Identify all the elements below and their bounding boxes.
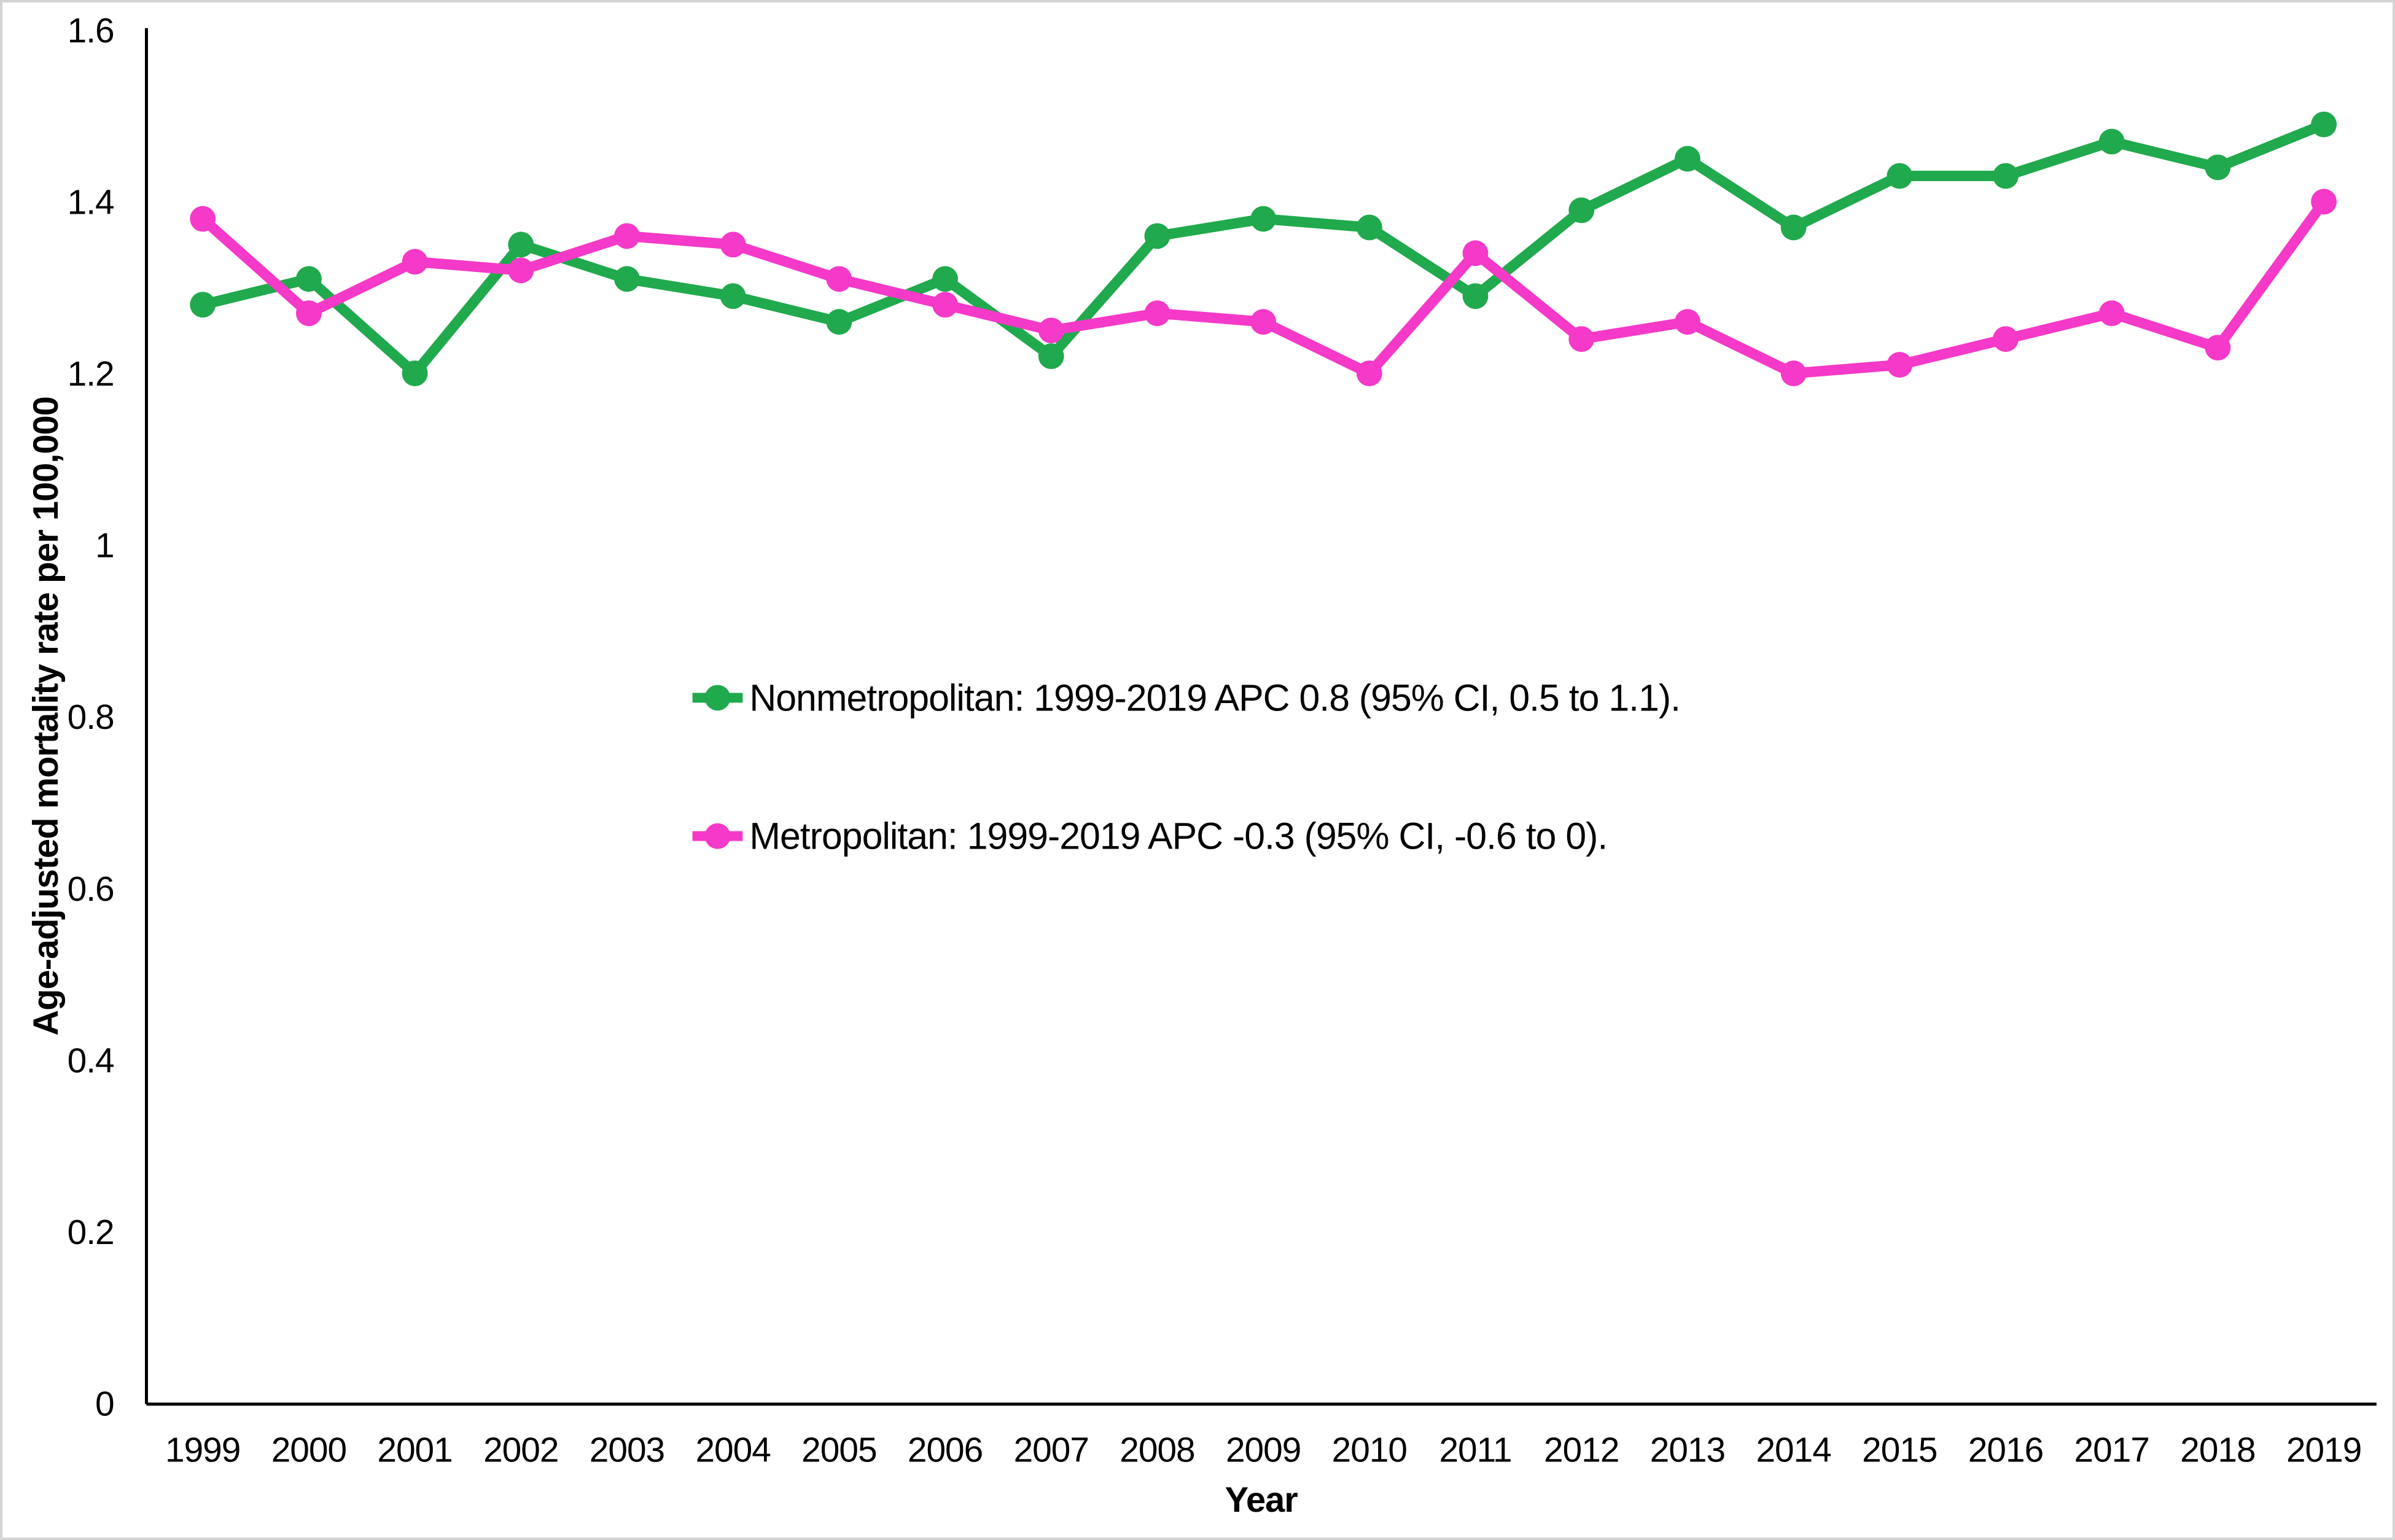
x-tick-label: 2005 xyxy=(801,1431,876,1469)
y-axis-tick-labels: 0 0.2 0.4 0.6 0.8 1 1.2 1.4 1.6 xyxy=(68,12,115,1424)
metropolitan-legend-marker-icon xyxy=(704,823,731,849)
metropolitan-point-2011 xyxy=(1462,240,1489,266)
x-axis-tick-labels: 1999 2000 2001 2002 2003 2004 2005 2006 2007 2008… xyxy=(165,1431,2362,1469)
x-tick-label: 2015 xyxy=(1862,1431,1937,1469)
metropolitan-point-2009 xyxy=(1250,309,1277,335)
nonmetropolitan-point-2013 xyxy=(1675,146,1700,172)
nonmetropolitan-point-2016 xyxy=(1993,163,2019,189)
y-axis-title: Age-adjusted mortality rate per 100,000 xyxy=(26,397,66,1035)
nonmetropolitan-point-2012 xyxy=(1568,197,1595,224)
y-tick-label: 0.6 xyxy=(68,870,114,909)
y-tick-label: 0.8 xyxy=(68,698,114,737)
nonmetropolitan-point-1999 xyxy=(190,292,216,318)
metropolitan-point-2007 xyxy=(1038,317,1064,344)
metropolitan-point-2018 xyxy=(2205,335,2231,361)
nonmetropolitan-point-2000 xyxy=(295,266,322,292)
metropolitan-point-2013 xyxy=(1675,309,1700,335)
x-tick-label: 2001 xyxy=(377,1431,452,1469)
x-tick-label: 2006 xyxy=(908,1431,983,1469)
x-tick-label: 2018 xyxy=(2180,1431,2255,1469)
metropolitan-point-2012 xyxy=(1568,326,1595,352)
x-tick-label: 2014 xyxy=(1756,1431,1831,1469)
metropolitan-point-2016 xyxy=(1993,326,2019,352)
legend-label-metropolitan: Metropolitan: 1999-2019 APC -0.3 (95% CI… xyxy=(749,815,1607,857)
series-lines xyxy=(190,111,2337,386)
metropolitan-point-2008 xyxy=(1144,300,1170,327)
x-axis-title: Year xyxy=(1225,1480,1298,1520)
x-tick-label: 2019 xyxy=(2286,1431,2361,1469)
nonmetropolitan-point-2007 xyxy=(1038,343,1064,370)
y-tick-label: 1.4 xyxy=(68,183,114,222)
x-tick-label: 2009 xyxy=(1226,1431,1301,1469)
x-tick-label: 2017 xyxy=(2074,1431,2149,1469)
metropolitan-point-2019 xyxy=(2311,189,2337,215)
nonmetropolitan-point-2008 xyxy=(1144,223,1170,249)
metropolitan-point-2002 xyxy=(508,257,534,284)
y-tick-label: 0 xyxy=(95,1385,114,1424)
nonmetropolitan-point-2003 xyxy=(614,266,640,292)
x-tick-label: 2011 xyxy=(1439,1431,1511,1469)
x-tick-label: 2002 xyxy=(483,1431,558,1469)
x-tick-label: 2013 xyxy=(1650,1431,1725,1469)
legend-entry-metropolitan: Metropolitan: 1999-2019 APC -0.3 (95% CI… xyxy=(692,815,1608,857)
y-tick-label: 1 xyxy=(95,527,114,566)
metropolitan-point-2001 xyxy=(402,249,428,275)
y-tick-label: 0.2 xyxy=(68,1213,114,1252)
x-tick-label: 2012 xyxy=(1544,1431,1619,1469)
nonmetropolitan-point-2004 xyxy=(720,283,746,309)
nonmetropolitan-point-2005 xyxy=(826,309,852,335)
nonmetropolitan-point-2015 xyxy=(1887,163,1913,189)
x-tick-label: 2003 xyxy=(590,1431,664,1469)
x-tick-label: 2007 xyxy=(1014,1431,1089,1469)
x-tick-label: 2010 xyxy=(1332,1431,1407,1469)
metropolitan-point-2015 xyxy=(1887,352,1913,378)
nonmetropolitan-point-2017 xyxy=(2098,128,2125,155)
legend: Nonmetropolitan: 1999-2019 APC 0.8 (95% … xyxy=(692,677,1681,857)
nonmetropolitan-legend-marker-icon xyxy=(704,685,731,711)
nonmetropolitan-point-2006 xyxy=(932,266,958,292)
x-tick-label: 2008 xyxy=(1120,1431,1194,1469)
series-metropolitan xyxy=(190,189,2337,386)
nonmetropolitan-point-2019 xyxy=(2311,111,2337,138)
nonmetropolitan-point-2014 xyxy=(1780,214,1807,241)
nonmetropolitan-point-2018 xyxy=(2205,154,2231,181)
x-tick-label: 1999 xyxy=(165,1431,240,1469)
y-tick-label: 1.6 xyxy=(68,12,114,50)
nonmetropolitan-point-2009 xyxy=(1250,206,1277,232)
nonmetropolitan-point-2001 xyxy=(402,360,428,386)
x-tick-label: 2016 xyxy=(1968,1431,2043,1469)
legend-entry-nonmetropolitan: Nonmetropolitan: 1999-2019 APC 0.8 (95% … xyxy=(692,677,1681,718)
nonmetropolitan-point-2011 xyxy=(1462,283,1489,309)
metropolitan-point-2005 xyxy=(826,266,852,292)
y-tick-label: 1.2 xyxy=(68,355,114,394)
legend-label-nonmetropolitan: Nonmetropolitan: 1999-2019 APC 0.8 (95% … xyxy=(749,677,1680,718)
metropolitan-point-1999 xyxy=(190,206,216,232)
nonmetropolitan-point-2002 xyxy=(508,231,534,258)
y-tick-label: 0.4 xyxy=(68,1041,114,1080)
metropolitan-point-2010 xyxy=(1356,360,1382,386)
metropolitan-point-2014 xyxy=(1780,360,1807,386)
nonmetropolitan-point-2010 xyxy=(1356,214,1382,241)
x-tick-label: 2004 xyxy=(695,1431,770,1469)
metropolitan-point-2004 xyxy=(720,231,746,258)
x-tick-label: 2000 xyxy=(271,1431,346,1469)
metropolitan-point-2006 xyxy=(932,292,958,318)
metropolitan-point-2000 xyxy=(295,300,322,327)
metropolitan-point-2003 xyxy=(614,223,640,249)
metropolitan-point-2017 xyxy=(2098,300,2125,327)
